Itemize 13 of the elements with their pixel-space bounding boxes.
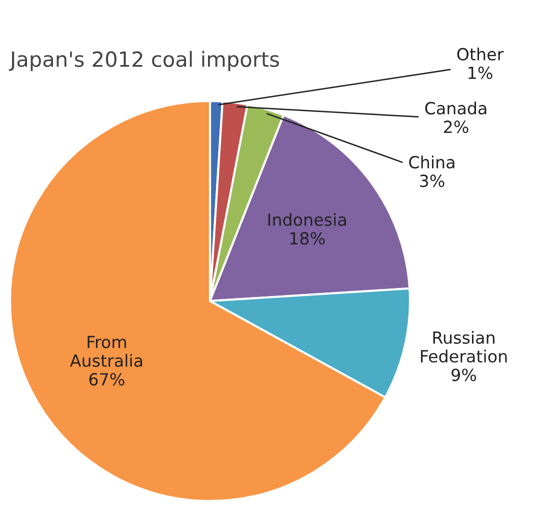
- data-label: 18%: [290, 232, 325, 245]
- data-label: 2%: [444, 120, 468, 134]
- chart-title: Japan's 2012 coal imports: [8, 50, 279, 72]
- slice-label: Other: [457, 48, 504, 61]
- slice-label: Canada: [425, 102, 486, 115]
- slice-label: From Australia: [70, 336, 142, 367]
- data-label: 3%: [420, 174, 444, 188]
- data-label: 9%: [452, 368, 476, 382]
- data-label: 67%: [89, 372, 124, 386]
- slice-label: Indonesia: [268, 213, 346, 226]
- slice-label: Russian Federation: [421, 330, 507, 363]
- data-label: 1%: [468, 66, 492, 80]
- slice-label: China: [409, 156, 454, 169]
